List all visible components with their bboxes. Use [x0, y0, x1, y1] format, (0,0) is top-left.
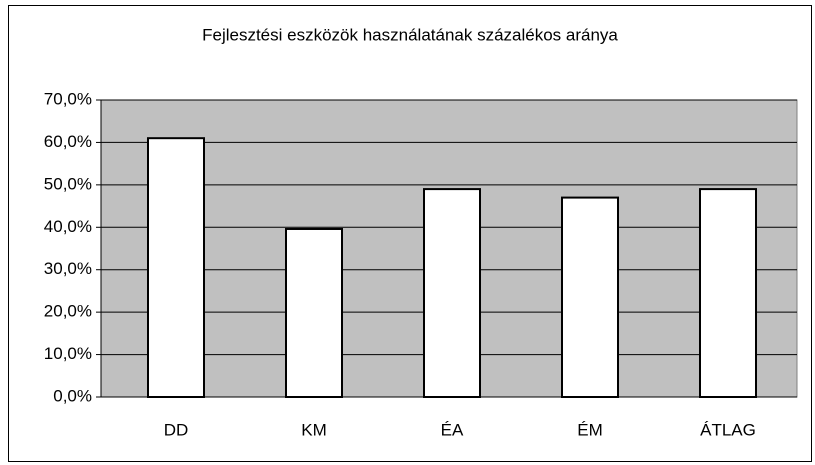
- chart-title: Fejlesztési eszközök használatának száza…: [202, 25, 618, 44]
- x-tick-label: KM: [301, 420, 327, 439]
- bar: [699, 188, 757, 398]
- x-tick-label: ÉA: [441, 420, 464, 439]
- bar: [285, 227, 343, 398]
- y-tick-label: 0,0%: [53, 386, 92, 405]
- x-tick-label: DD: [164, 420, 189, 439]
- x-tick-label: ÉM: [577, 420, 603, 439]
- bar: [147, 137, 205, 399]
- y-tick-label: 50,0%: [44, 174, 92, 193]
- y-tick-label: 60,0%: [44, 132, 92, 151]
- bar: [423, 188, 481, 398]
- bar: [561, 196, 619, 398]
- y-tick-label: 10,0%: [44, 344, 92, 363]
- y-tick-label: 70,0%: [44, 89, 92, 108]
- x-tick-label: ÁTLAG: [700, 420, 756, 439]
- y-tick-label: 30,0%: [44, 259, 92, 278]
- y-tick-label: 20,0%: [44, 302, 92, 321]
- y-tick-label: 40,0%: [44, 217, 92, 236]
